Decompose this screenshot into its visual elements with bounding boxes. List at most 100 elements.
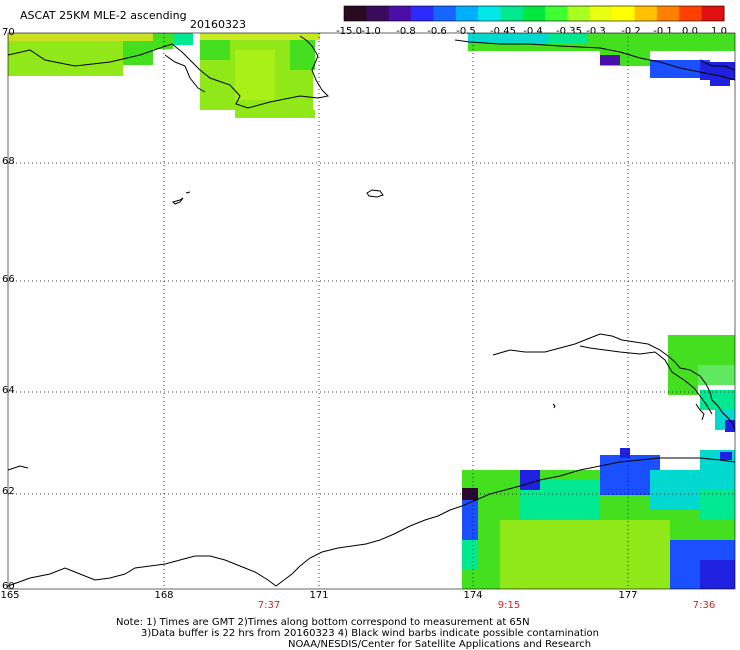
lat-lon-grid — [8, 33, 735, 589]
wind-cell — [68, 65, 123, 76]
wind-cell — [468, 33, 548, 43]
color-scale-label: 0.0 — [682, 26, 698, 37]
footer-note-2: 3)Data buffer is 22 hrs from 20160323 4)… — [141, 628, 599, 639]
wind-cell — [235, 50, 275, 100]
longitude-label: 174 — [463, 590, 483, 601]
latitude-label: 68 — [2, 156, 15, 167]
map-panel — [7, 32, 736, 590]
wind-cell — [620, 448, 630, 458]
chart-title: ASCAT 25KM MLE-2 ascending — [20, 9, 187, 22]
color-scale-label: -0.3 — [586, 26, 606, 37]
time-label: 9:15 — [497, 600, 521, 611]
time-label: 7:36 — [692, 600, 716, 611]
wind-cell — [8, 33, 153, 41]
color-scale-label: -0.4 — [523, 26, 543, 37]
wind-cell — [668, 335, 735, 365]
color-scale-swatch — [522, 6, 546, 21]
wind-cell — [173, 33, 193, 45]
wind-cell — [720, 452, 732, 460]
latitude-label: 62 — [2, 486, 15, 497]
coastline-seward-inner — [579, 345, 713, 415]
color-scale-label: -15.0 — [336, 26, 362, 37]
color-scale-frame — [343, 5, 725, 22]
coastline-alaska-north-2 — [699, 59, 736, 71]
longitude-label: 165 — [0, 590, 20, 601]
wind-cell — [710, 78, 730, 86]
coastline-norton — [695, 403, 705, 421]
wind-cell — [462, 488, 478, 500]
color-scale-swatch — [478, 6, 501, 21]
color-scale-swatch — [567, 6, 591, 21]
longitude-label: 177 — [618, 590, 638, 601]
color-scale-swatch — [612, 6, 636, 21]
wind-cell — [650, 60, 710, 78]
island-4 — [552, 403, 556, 409]
color-scale-bar — [343, 5, 725, 22]
color-scale-label: -0.35 — [556, 26, 582, 37]
wind-cell — [700, 62, 735, 80]
longitude-label: 171 — [309, 590, 329, 601]
coastline-alaska-north — [454, 39, 736, 81]
color-scale-swatch — [433, 6, 457, 21]
island-1 — [366, 189, 384, 198]
chart-date: 20160323 — [190, 18, 246, 31]
wind-cell — [462, 540, 478, 570]
wind-cell — [8, 41, 68, 76]
color-scale-swatch — [679, 6, 703, 21]
island-3 — [185, 191, 191, 194]
map-frame — [7, 32, 736, 590]
color-scale-swatch — [589, 6, 613, 21]
color-scale-label: -0.1 — [653, 26, 673, 37]
color-scale-swatch — [500, 6, 524, 21]
wind-cell — [600, 55, 620, 65]
color-scale-label: -0.5 — [456, 26, 476, 37]
coastline-chukotka — [7, 35, 330, 109]
wind-cell — [700, 560, 735, 589]
color-scale-swatch — [701, 6, 725, 21]
wind-cell — [123, 41, 153, 65]
color-scale-label: -1.0 — [361, 26, 381, 37]
longitude-label: 168 — [154, 590, 174, 601]
color-scale-swatch — [656, 6, 680, 21]
color-scale-label: -0.6 — [427, 26, 447, 37]
wind-cell — [235, 110, 315, 118]
wind-cell — [700, 490, 735, 520]
coastline-chukotka-inner — [164, 54, 206, 93]
color-scale-swatch — [388, 6, 412, 21]
wind-cell — [520, 470, 540, 490]
coastline-seward — [492, 333, 736, 431]
wind-cell — [700, 390, 735, 410]
latitude-label: 70 — [2, 27, 15, 38]
wind-cell — [725, 420, 735, 432]
color-scale-swatch — [545, 6, 569, 21]
color-scale-label: -0.2 — [621, 26, 641, 37]
wind-cell — [462, 500, 478, 540]
color-scale-swatch — [634, 6, 658, 21]
island-2 — [172, 197, 184, 205]
time-label: 7:37 — [257, 600, 281, 611]
wind-cell — [668, 365, 698, 395]
color-scale-swatch — [366, 6, 390, 21]
latitude-label: 66 — [2, 274, 15, 285]
wind-cell — [200, 33, 320, 40]
coastline — [7, 35, 736, 587]
wind-cell — [548, 33, 588, 43]
latitude-label: 60 — [2, 581, 15, 592]
wind-cell — [698, 365, 735, 385]
color-scale-swatch — [455, 6, 479, 21]
coastline-gulf — [7, 457, 736, 587]
color-scale-label: -0.45 — [490, 26, 516, 37]
latitude-label: 64 — [2, 385, 15, 396]
color-scale-label: 1.0 — [711, 26, 727, 37]
color-scale-label: -0.8 — [396, 26, 416, 37]
wind-cell — [500, 520, 670, 589]
footer-note-1: Note: 1) Times are GMT 2)Times along bot… — [116, 617, 530, 628]
wind-cell — [650, 470, 700, 510]
color-scale-swatch — [344, 6, 367, 21]
wind-cell — [200, 40, 230, 60]
wind-cell — [290, 40, 315, 70]
coastline-siberia-south — [7, 465, 29, 471]
footer-note-3: NOAA/NESDIS/Center for Satellite Applica… — [288, 639, 592, 650]
color-scale-swatch — [411, 6, 434, 21]
wind-data-swaths — [8, 33, 735, 589]
